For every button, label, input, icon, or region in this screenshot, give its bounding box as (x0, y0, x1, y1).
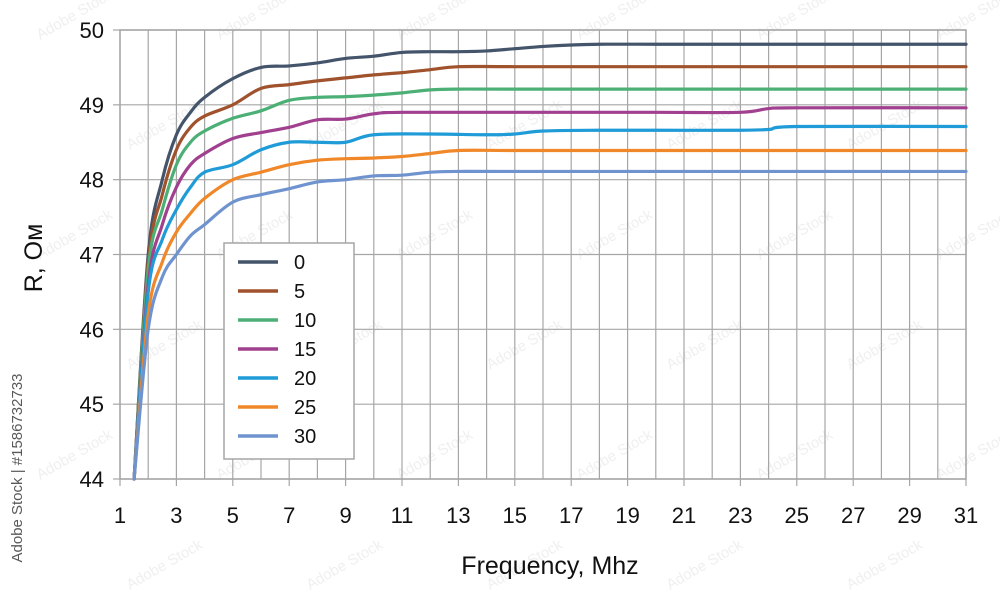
y-axis-title: R, Ом (20, 224, 48, 293)
y-tick-label: 47 (80, 243, 104, 268)
watermark-tile: Adobe Stock (214, 0, 297, 43)
legend: 0 5 10 15 20 25 30 (223, 242, 355, 460)
watermark-tile: Adobe Stock (664, 316, 747, 374)
x-tick-label: 3 (170, 503, 182, 528)
x-tick-label: 9 (339, 503, 351, 528)
x-tick-label: 31 (954, 503, 978, 528)
watermark-tile: Adobe Stock (844, 536, 927, 594)
y-tick-label: 48 (80, 168, 104, 193)
x-tick-label: 11 (391, 503, 414, 528)
legend-label-30: 30 (294, 426, 316, 448)
y-tick-label: 44 (80, 467, 104, 492)
watermark-side-text: Adobe Stock | #1586732733 (9, 373, 26, 562)
x-tick-label: 27 (841, 503, 865, 528)
series-lines (132, 42, 968, 481)
watermark-tile: Adobe Stock (394, 426, 477, 484)
x-tick-label: 7 (283, 503, 295, 528)
x-tick-label: 19 (615, 503, 639, 528)
watermark-tile: Adobe Stock (484, 316, 567, 374)
x-tick-label: 5 (227, 503, 239, 528)
watermark-tile: Adobe Stock (574, 426, 657, 484)
watermark-tile: Adobe Stock (124, 316, 207, 374)
series-line-30 (132, 169, 968, 481)
series-line-15 (132, 106, 968, 481)
series-line-20 (132, 124, 968, 481)
series-line-5 (132, 64, 968, 481)
watermark-tile: Adobe Stock (664, 536, 747, 594)
watermark-tile: Adobe Stock (394, 0, 477, 43)
series-line-25 (132, 148, 968, 481)
legend-box (223, 242, 355, 460)
x-tick-label: 21 (672, 503, 696, 528)
y-axis-ticks: 44 45 46 47 48 49 50 (80, 18, 104, 492)
x-tick-label: 29 (897, 503, 921, 528)
grid (113, 29, 967, 486)
x-axis-title: Frequency, Mhz (461, 552, 638, 580)
x-tick-label: 17 (559, 503, 583, 528)
x-tick-label: 1 (114, 503, 126, 528)
legend-label-10: 10 (294, 310, 316, 332)
watermark-tile: Adobe Stock (754, 426, 837, 484)
watermark-tile: Adobe Stock (574, 0, 657, 43)
y-tick-label: 46 (80, 317, 104, 342)
legend-label-15: 15 (294, 339, 316, 361)
watermark-tile: Adobe Stock (844, 316, 927, 374)
legend-label-0: 0 (294, 252, 305, 274)
y-tick-label: 49 (80, 93, 104, 118)
series-line-0 (132, 42, 968, 481)
legend-label-20: 20 (294, 368, 316, 390)
x-axis-ticks: 1 3 5 7 9 11 13 15 17 19 21 23 25 27 29 31 (114, 503, 978, 528)
watermark-tile: Adobe Stock (304, 536, 387, 594)
y-tick-label: 50 (80, 18, 104, 43)
legend-label-25: 25 (294, 397, 316, 419)
x-tick-label: 15 (503, 503, 527, 528)
watermark-tile: Adobe Stock (124, 536, 207, 594)
watermark-tile: Adobe Stock (754, 0, 837, 43)
x-tick-label: 13 (446, 503, 470, 528)
y-tick-label: 45 (80, 392, 104, 417)
legend-label-5: 5 (294, 281, 305, 303)
x-tick-label: 23 (728, 503, 752, 528)
series-line-10 (132, 87, 968, 481)
x-tick-label: 25 (785, 503, 809, 528)
